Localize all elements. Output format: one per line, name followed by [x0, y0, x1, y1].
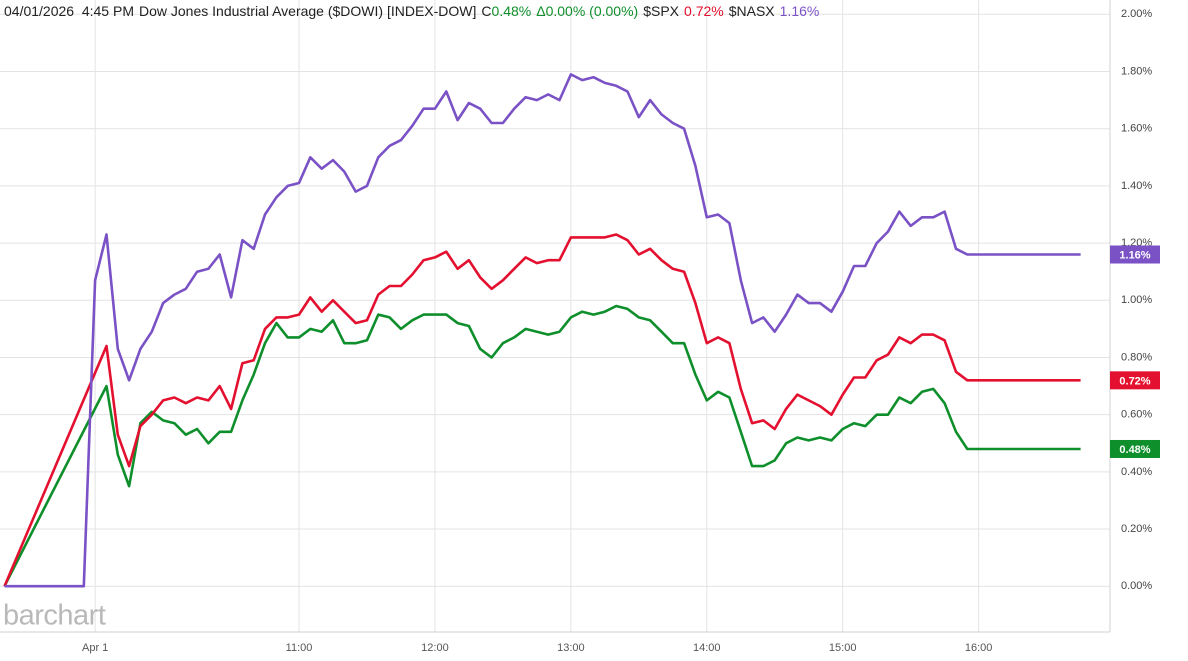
y-tick-label: 1.60%: [1121, 123, 1152, 135]
x-tick-label: 14:00: [693, 642, 721, 654]
value-tag-label: 0.72%: [1119, 375, 1150, 387]
y-tick-label: 0.60%: [1121, 409, 1152, 421]
y-tick-label: 1.80%: [1121, 65, 1152, 77]
watermark: barchart: [3, 600, 106, 632]
chart-header: 04/01/2026 4:45 PM Dow Jones Industrial A…: [4, 3, 819, 19]
value-tag: [1110, 245, 1160, 264]
y-tick-label: 0.80%: [1121, 351, 1152, 363]
y-tick-label: 0.00%: [1121, 580, 1152, 592]
header-symbol: $NASX: [728, 3, 775, 19]
y-tick-label: 0.20%: [1121, 523, 1152, 535]
header-change-prefix: C: [481, 3, 492, 19]
x-tick-label: 11:00: [286, 642, 313, 654]
header-change: 0.48%: [491, 3, 532, 19]
x-tick-label: 15:00: [829, 642, 857, 654]
y-tick-label: 1.40%: [1121, 180, 1152, 192]
series-line: [3, 304, 1081, 587]
y-tick-label: 1.00%: [1121, 294, 1152, 306]
value-tag-label: 1.16%: [1119, 249, 1150, 261]
value-tag: [1110, 371, 1160, 390]
x-tick-label: 12:00: [421, 642, 449, 654]
header-symbol: Dow Jones Industrial Average ($DOWI) [IN…: [139, 3, 477, 19]
x-tick-label: Apr 1: [82, 642, 108, 654]
header-delta: Δ0.00% (0.00%): [536, 3, 639, 19]
value-tag-label: 0.48%: [1119, 444, 1150, 456]
y-tick-label: 2.00%: [1121, 8, 1152, 20]
header-change: 1.16%: [779, 3, 820, 19]
x-tick-label: 16:00: [965, 642, 993, 654]
header-symbol: $SPX: [643, 3, 680, 19]
series-line: [4, 73, 1081, 588]
series-line: [3, 233, 1081, 587]
header-change: 0.72%: [684, 3, 724, 19]
header-datetime: 04/01/2026 4:45 PM: [4, 3, 134, 19]
y-tick-label: 0.40%: [1121, 466, 1152, 478]
value-tag: [1110, 439, 1160, 458]
x-tick-label: 13:00: [557, 642, 585, 654]
